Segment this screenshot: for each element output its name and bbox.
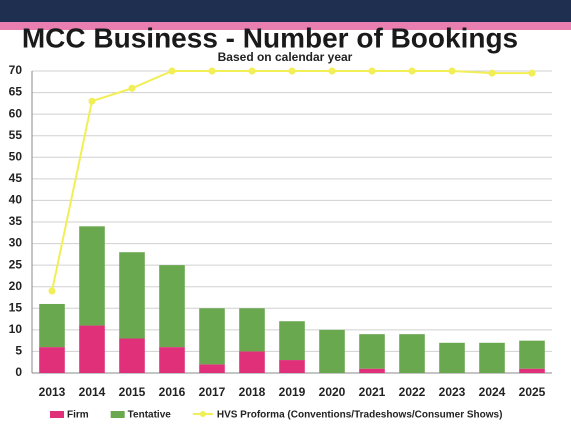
bar-segment	[359, 368, 385, 373]
legend-label: Tentative	[128, 410, 172, 421]
y-tick-label: 25	[9, 257, 23, 271]
bar-segment	[439, 342, 465, 373]
y-tick-label: 70	[9, 63, 23, 77]
line-marker	[48, 287, 56, 295]
y-tick-label: 0	[15, 365, 22, 379]
bar-segment	[519, 368, 545, 373]
x-tick-label: 2014	[79, 385, 106, 399]
chart-subtitle: Based on calendar year	[218, 50, 353, 64]
x-tick-label: 2013	[39, 385, 66, 399]
line-marker	[128, 84, 136, 92]
y-tick-label: 35	[9, 214, 23, 228]
bar-segment	[239, 351, 265, 373]
bar-segment	[239, 308, 265, 352]
bar-segment	[199, 308, 225, 365]
y-tick-label: 30	[9, 236, 23, 250]
bar-segment	[119, 338, 145, 373]
bar-segment	[399, 334, 425, 373]
bar-segment	[39, 347, 65, 373]
x-tick-label: 2021	[359, 385, 386, 399]
line-marker	[528, 69, 536, 77]
bar-segment	[39, 303, 65, 348]
x-tick-label: 2017	[199, 385, 226, 399]
y-tick-label: 50	[9, 149, 23, 163]
line-marker	[168, 67, 176, 75]
bar-segment	[79, 325, 105, 373]
chart-title: MCC Business - Number of Bookings	[22, 22, 518, 53]
y-tick-label: 55	[9, 128, 23, 142]
y-tick-label: 20	[9, 279, 23, 293]
x-tick-label: 2024	[479, 385, 506, 399]
header-stripe	[0, 22, 571, 30]
x-tick-label: 2022	[399, 385, 426, 399]
line-marker	[408, 67, 416, 75]
bar-segment	[159, 265, 185, 348]
bar-segment	[79, 226, 105, 326]
bar-segment	[199, 364, 225, 373]
legend-swatch	[110, 411, 125, 418]
bar-segment	[159, 347, 185, 373]
bar-segment	[519, 340, 545, 369]
legend-marker	[199, 411, 206, 417]
x-tick-label: 2019	[279, 385, 306, 399]
x-tick-label: 2018	[239, 385, 266, 399]
y-tick-label: 65	[9, 85, 23, 99]
x-tick-label: 2020	[319, 385, 346, 399]
legend-label: HVS Proforma (Conventions/Tradeshows/Con…	[217, 410, 503, 421]
line-marker	[88, 97, 96, 105]
bar-segment	[319, 329, 345, 373]
x-tick-label: 2025	[519, 385, 546, 399]
y-tick-label: 45	[9, 171, 23, 185]
line-marker	[368, 67, 376, 75]
line-marker	[248, 67, 256, 75]
y-tick-label: 60	[9, 106, 23, 120]
y-tick-label: 15	[9, 300, 23, 314]
legend-label: Firm	[67, 410, 89, 421]
legend-swatch	[50, 411, 64, 418]
x-tick-label: 2015	[119, 385, 146, 399]
bar-segment	[279, 321, 305, 361]
bar-segment	[479, 342, 505, 373]
bar-segment	[279, 360, 305, 373]
x-tick-label: 2016	[159, 385, 186, 399]
line-marker	[288, 67, 296, 75]
x-tick-label: 2023	[439, 385, 466, 399]
bar-segment	[359, 334, 385, 369]
header-band	[0, 0, 571, 22]
y-tick-label: 10	[9, 322, 23, 336]
line-marker	[328, 67, 336, 75]
line-marker	[488, 69, 496, 77]
bar-segment	[119, 252, 145, 339]
line-marker	[448, 67, 456, 75]
y-tick-label: 40	[9, 193, 23, 207]
y-tick-label: 5	[15, 344, 22, 358]
line-marker	[208, 67, 216, 75]
